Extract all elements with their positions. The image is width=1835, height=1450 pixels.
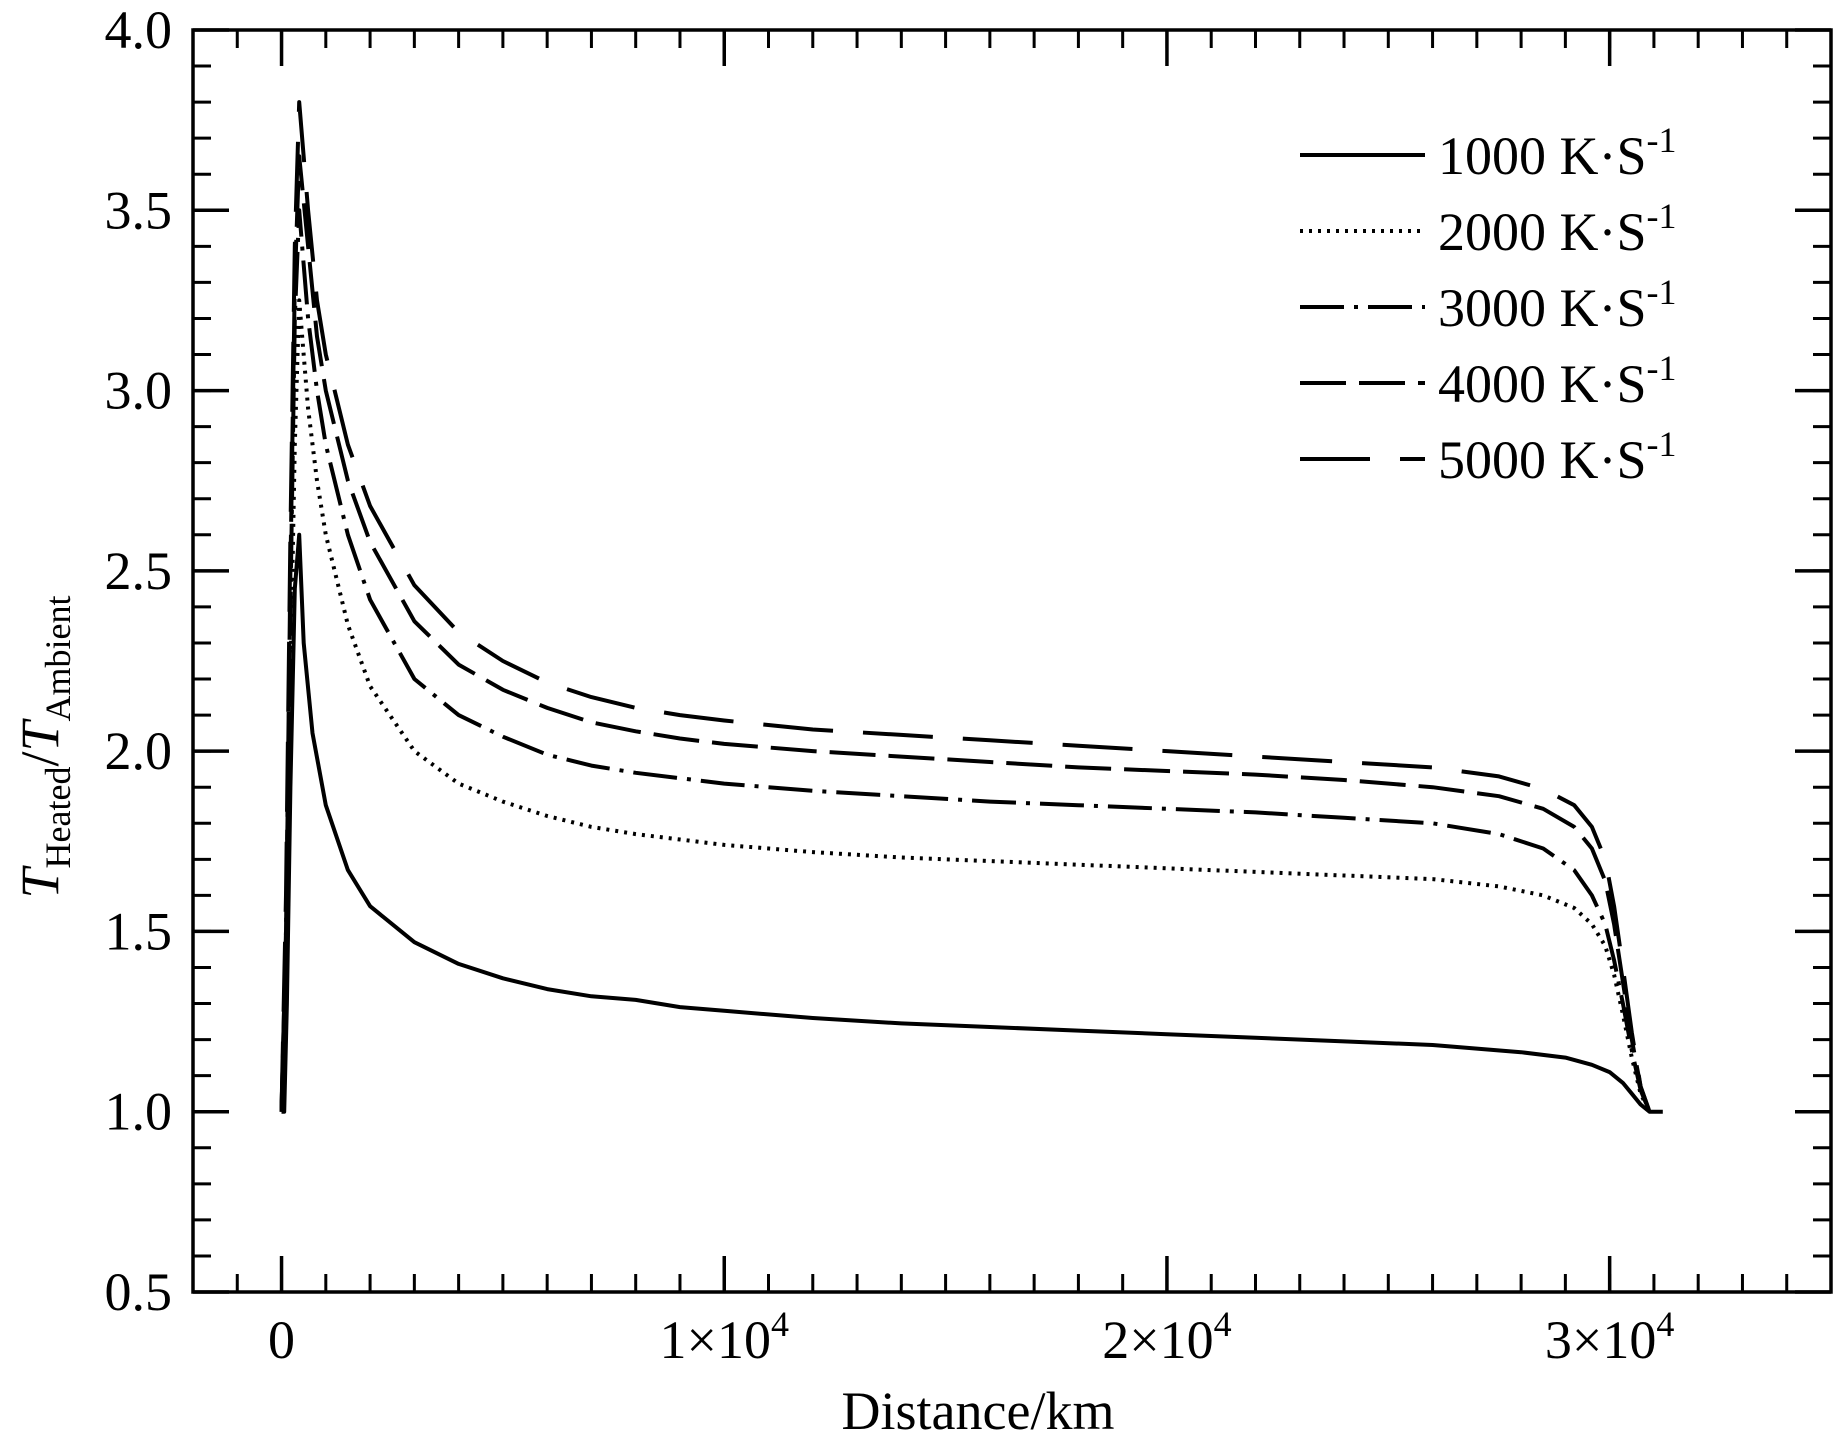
x-tick-mantissa: 2: [1102, 1310, 1129, 1370]
x-tick-times: ×: [687, 1310, 717, 1370]
x-tick-base: 10: [1160, 1310, 1214, 1370]
x-tick-times: ×: [1129, 1310, 1159, 1370]
legend-label-unit: K·S: [1560, 202, 1647, 262]
y-axis-title-t1: T: [10, 865, 70, 899]
y-axis-title: THeated/TAmbient: [10, 595, 78, 898]
legend-label-value: 3000: [1438, 278, 1560, 338]
x-tick-times: ×: [1572, 1310, 1602, 1370]
legend-label-exponent: -1: [1647, 272, 1677, 312]
y-tick-label: 1.5: [105, 901, 173, 961]
series-line-1000: [281, 532, 1663, 1114]
legend-label-unit: K·S: [1560, 278, 1647, 338]
series-layer: [279, 100, 1663, 1114]
legend-label-exponent: -1: [1647, 424, 1677, 464]
y-tick-label: 4.0: [105, 0, 173, 60]
legend-label-unit: K·S: [1560, 126, 1647, 186]
x-tick-exponent: 4: [1214, 1304, 1232, 1344]
legend-label-exponent: -1: [1647, 196, 1677, 236]
y-tick-label: 3.0: [105, 361, 173, 421]
x-tick-exponent: 4: [771, 1304, 789, 1344]
legend-label-exponent: -1: [1647, 120, 1677, 160]
y-axis-title-slash: /: [10, 752, 70, 767]
legend-label-unit: K·S: [1560, 430, 1647, 490]
x-tick-base: 10: [717, 1310, 771, 1370]
x-tick-labels: 0 1×104 2×104 3×104: [268, 1304, 1674, 1370]
legend-label-2000: 2000 K·S-1: [1438, 196, 1677, 262]
x-tick-base: 10: [1602, 1310, 1656, 1370]
series-line-2000: [279, 298, 1652, 1113]
x-tick-mantissa: 3: [1545, 1310, 1572, 1370]
legend-label-exponent: -1: [1647, 348, 1677, 388]
x-tick-label: 3×104: [1545, 1304, 1674, 1370]
legend-label-3000: 3000 K·S-1: [1438, 272, 1677, 338]
x-tick-mantissa: 1: [660, 1310, 687, 1370]
legend-label-5000: 5000 K·S-1: [1438, 424, 1677, 490]
legend-label-4000: 4000 K·S-1: [1438, 348, 1677, 414]
x-tick-label: 2×104: [1102, 1304, 1231, 1370]
series-line-5000: [279, 100, 1652, 1113]
y-tick-label: 2.5: [105, 541, 173, 601]
legend-label-unit: K·S: [1560, 354, 1647, 414]
y-tick-label: 0.5: [105, 1262, 173, 1322]
legend-label-value: 4000: [1438, 354, 1560, 414]
y-tick-label: 1.0: [105, 1082, 173, 1142]
legend-label-value: 5000: [1438, 430, 1560, 490]
legend-label-value: 2000: [1438, 202, 1560, 262]
legend-label-1000: 1000 K·S-1: [1438, 120, 1677, 186]
y-axis-title-sub2: Ambient: [38, 595, 78, 721]
y-tick-label: 2.0: [105, 721, 173, 781]
y-axis-title-t2: T: [10, 718, 70, 752]
series-line-3000: [279, 208, 1652, 1113]
x-tick-exponent: 4: [1656, 1304, 1674, 1344]
series-line-4000: [279, 154, 1652, 1113]
plot-frame: [191, 28, 1833, 1294]
legend-label-value: 1000: [1438, 126, 1560, 186]
y-tick-labels: 0.5 1.0 1.5 2.0 2.5 3.0 3.5 4.0: [105, 0, 173, 1322]
x-axis-title: Distance/km: [842, 1381, 1115, 1441]
x-tick-label: 0: [268, 1310, 295, 1370]
x-major-ticks: [279, 30, 1612, 1292]
y-tick-label: 3.5: [105, 180, 173, 240]
x-tick-mantissa: 0: [268, 1310, 295, 1370]
y-axis-title-sub1: Heated: [38, 767, 78, 869]
x-tick-label: 1×104: [660, 1304, 789, 1370]
